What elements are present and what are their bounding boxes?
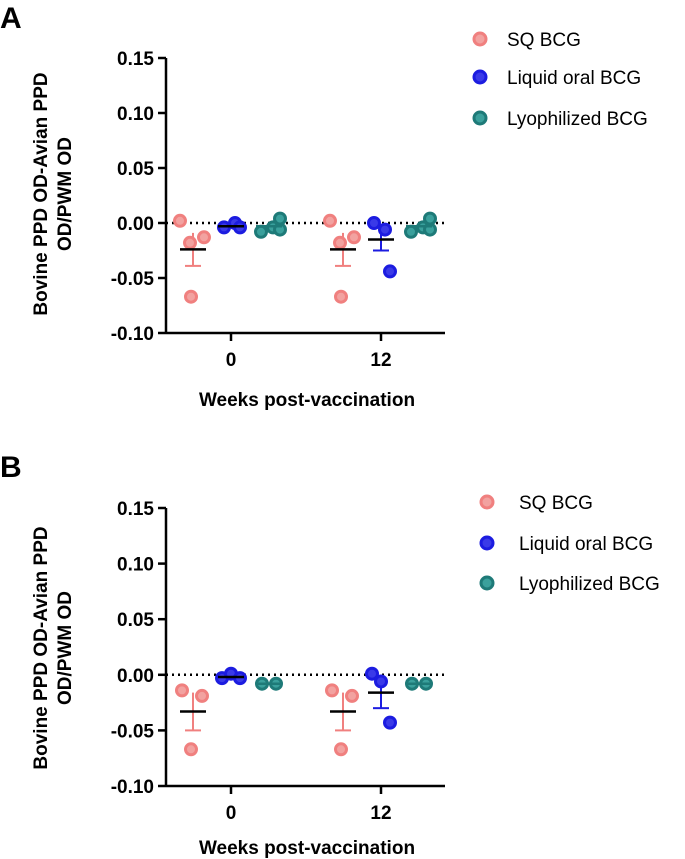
panel-a-data-point-sq-bcg [184, 289, 198, 304]
panel-a-x-tick-label: 0 [226, 350, 237, 371]
legend-b-label-lyo: Lyophilized BCG [519, 574, 660, 595]
panel-b-data-point-sq-bcg [195, 688, 209, 703]
panel-a-y-tick-label: -0.10 [111, 324, 154, 345]
panel-a-data-point-liquid-oral-bcg [367, 216, 381, 230]
panel-letter-b: B [0, 451, 22, 484]
panel-a-data-point-liquid-oral-bcg [383, 264, 397, 279]
panel-b-y-tick-label: -0.05 [111, 721, 155, 742]
legend-a-label-lyo: Lyophilized BCG [507, 109, 648, 130]
panel-a-data-point-sq-bcg [333, 235, 347, 250]
panel-b-data-point-sq-bcg [325, 683, 339, 698]
panel-b-y-tick-label: 0.15 [117, 499, 154, 520]
panel-b-data-point-sq-bcg [184, 742, 198, 757]
panel-a-data-point-liquid-oral-bcg [378, 222, 392, 237]
panel-b-y-tick-label: 0.00 [117, 666, 154, 687]
panel-a-data-point-sq-bcg [323, 213, 337, 228]
panel-b-data-point-sq-bcg [175, 683, 189, 698]
panel-b-plot-area: 0.15 0.10 0.05 0.00 -0.05 -0.10 0 12 [111, 499, 445, 824]
panel-a-data-point-sq-bcg [183, 235, 197, 250]
panel-b-data-point-liquid-oral-bcg [374, 674, 388, 689]
panel-a-plot-area: 0.15 0.10 0.05 0.00 -0.05 -0.10 0 12 [111, 49, 445, 371]
legend-b-marker-liquid [479, 535, 495, 551]
panel-a-data-point-lyophilized-bcg [273, 211, 287, 226]
panel-a-y-tick-label: -0.05 [111, 269, 155, 290]
panel-b-data-point-liquid-oral-bcg [383, 715, 397, 730]
panel-a-data-point-sq-bcg [173, 213, 187, 228]
panel-a-y-tick-label: 0.00 [117, 214, 154, 235]
panel-b-data-point-sq-bcg [345, 688, 359, 703]
panel-a-data-point-sq-bcg [197, 230, 211, 245]
panel-a-y-tick-label: 0.10 [117, 104, 154, 125]
panel-b-xlabel: Weeks post-vaccination [199, 838, 415, 859]
legend-b-label-sq: SQ BCG [519, 493, 593, 514]
legend-a-marker-lyo [472, 110, 488, 126]
panel-a-y-tick-label: 0.15 [117, 49, 154, 70]
panel-b-y-tick-label: 0.05 [117, 610, 154, 631]
legend-b-label-liquid: Liquid oral BCG [519, 534, 653, 555]
panel-a-xlabel: Weeks post-vaccination [199, 390, 415, 411]
panel-b-x-tick-label: 0 [226, 803, 237, 824]
legend-a-label-liquid: Liquid oral BCG [507, 68, 641, 89]
legend-a-marker-sq [472, 31, 488, 47]
panel-b-x-tick-label: 12 [370, 803, 391, 824]
panel-a-legend: SQ BCG Liquid oral BCG Lyophilized BCG [472, 30, 648, 130]
panel-a-data-point-lyophilized-bcg [254, 224, 268, 239]
panel-a-x-tick-label: 12 [370, 350, 391, 371]
panel-b-legend: SQ BCG Liquid oral BCG Lyophilized BCG [479, 493, 660, 595]
panel-a-data-point-lyophilized-bcg [404, 224, 418, 239]
panel-a-y-tick-label: 0.05 [117, 159, 154, 180]
panel-a: A 0.15 0.10 0.05 0.00 -0.05 -0.10 0 12 Bovine P… [0, 2, 648, 411]
panel-a-ylabel-line1: Bovine PPD OD-Avian PPD [31, 72, 52, 315]
legend-b-marker-sq [479, 494, 495, 510]
panel-b-y-tick-label: 0.10 [117, 555, 154, 576]
legend-a-marker-liquid [472, 69, 488, 85]
panel-a-data-point-sq-bcg [334, 289, 348, 304]
panel-b-ylabel-line1: Bovine PPD OD-Avian PPD [31, 526, 52, 769]
legend-a-label-sq: SQ BCG [507, 30, 581, 51]
legend-b-marker-lyo [479, 575, 495, 591]
panel-b: B 0.15 0.10 0.05 0.00 -0.05 -0.10 0 12 Bovine P… [0, 451, 660, 859]
panel-a-ylabel-line2: OD/PWM OD [55, 137, 76, 251]
panel-b-y-tick-label: -0.10 [111, 777, 154, 798]
panel-b-data-point-sq-bcg [334, 742, 348, 757]
panel-a-data-point-sq-bcg [347, 230, 361, 245]
panel-b-ylabel-line2: OD/PWM OD [55, 591, 76, 705]
panel-b-data-point-liquid-oral-bcg [365, 666, 379, 681]
panel-a-data-point-lyophilized-bcg [423, 211, 437, 226]
panel-letter-a: A [0, 2, 22, 35]
